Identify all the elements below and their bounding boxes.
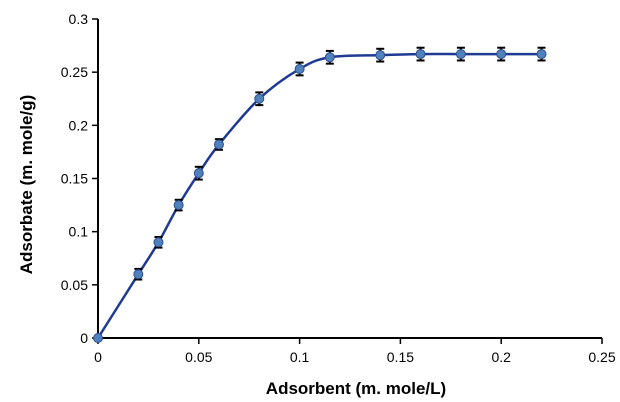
x-axis-ticks: 0 0.05 0.1 0.15 0.2 0.25	[94, 338, 616, 365]
data-point	[213, 139, 224, 150]
y-tick-label: 0.3	[69, 11, 89, 27]
data-point	[415, 49, 426, 60]
fit-curve	[96, 52, 542, 339]
y-axis-ticks: 0 0.05 0.1 0.15 0.2 0.25 0.3	[61, 11, 98, 346]
data-point	[153, 237, 164, 248]
x-tick-label: 0.15	[387, 349, 414, 365]
data-point	[375, 50, 386, 61]
y-tick-label: 0.25	[61, 64, 88, 80]
y-tick-label: 0.2	[69, 117, 89, 133]
y-tick-label: 0	[80, 330, 88, 346]
x-tick-label: 0.05	[185, 349, 212, 365]
data-point	[93, 333, 103, 343]
data-point	[133, 269, 144, 280]
axes	[97, 19, 602, 339]
y-tick-label: 0.05	[61, 277, 88, 293]
x-tick-label: 0.2	[491, 349, 511, 365]
data-point	[536, 49, 547, 60]
x-tick-label: 0.1	[290, 349, 310, 365]
data-point	[193, 168, 204, 179]
error-bars	[134, 46, 546, 281]
data-point	[173, 200, 184, 211]
data-points	[93, 49, 547, 343]
y-tick-label: 0.1	[69, 224, 89, 240]
data-point	[455, 49, 466, 60]
data-point	[324, 52, 335, 63]
data-point	[496, 49, 507, 60]
y-tick-label: 0.15	[61, 171, 88, 187]
data-point	[254, 93, 265, 104]
data-point	[294, 63, 305, 74]
y-axis-title: Adsorbate (m. mole/g)	[17, 95, 36, 274]
x-tick-label: 0	[94, 349, 102, 365]
x-tick-label: 0.25	[588, 349, 615, 365]
x-axis-title: Adsorbent (m. mole/L)	[266, 379, 446, 398]
